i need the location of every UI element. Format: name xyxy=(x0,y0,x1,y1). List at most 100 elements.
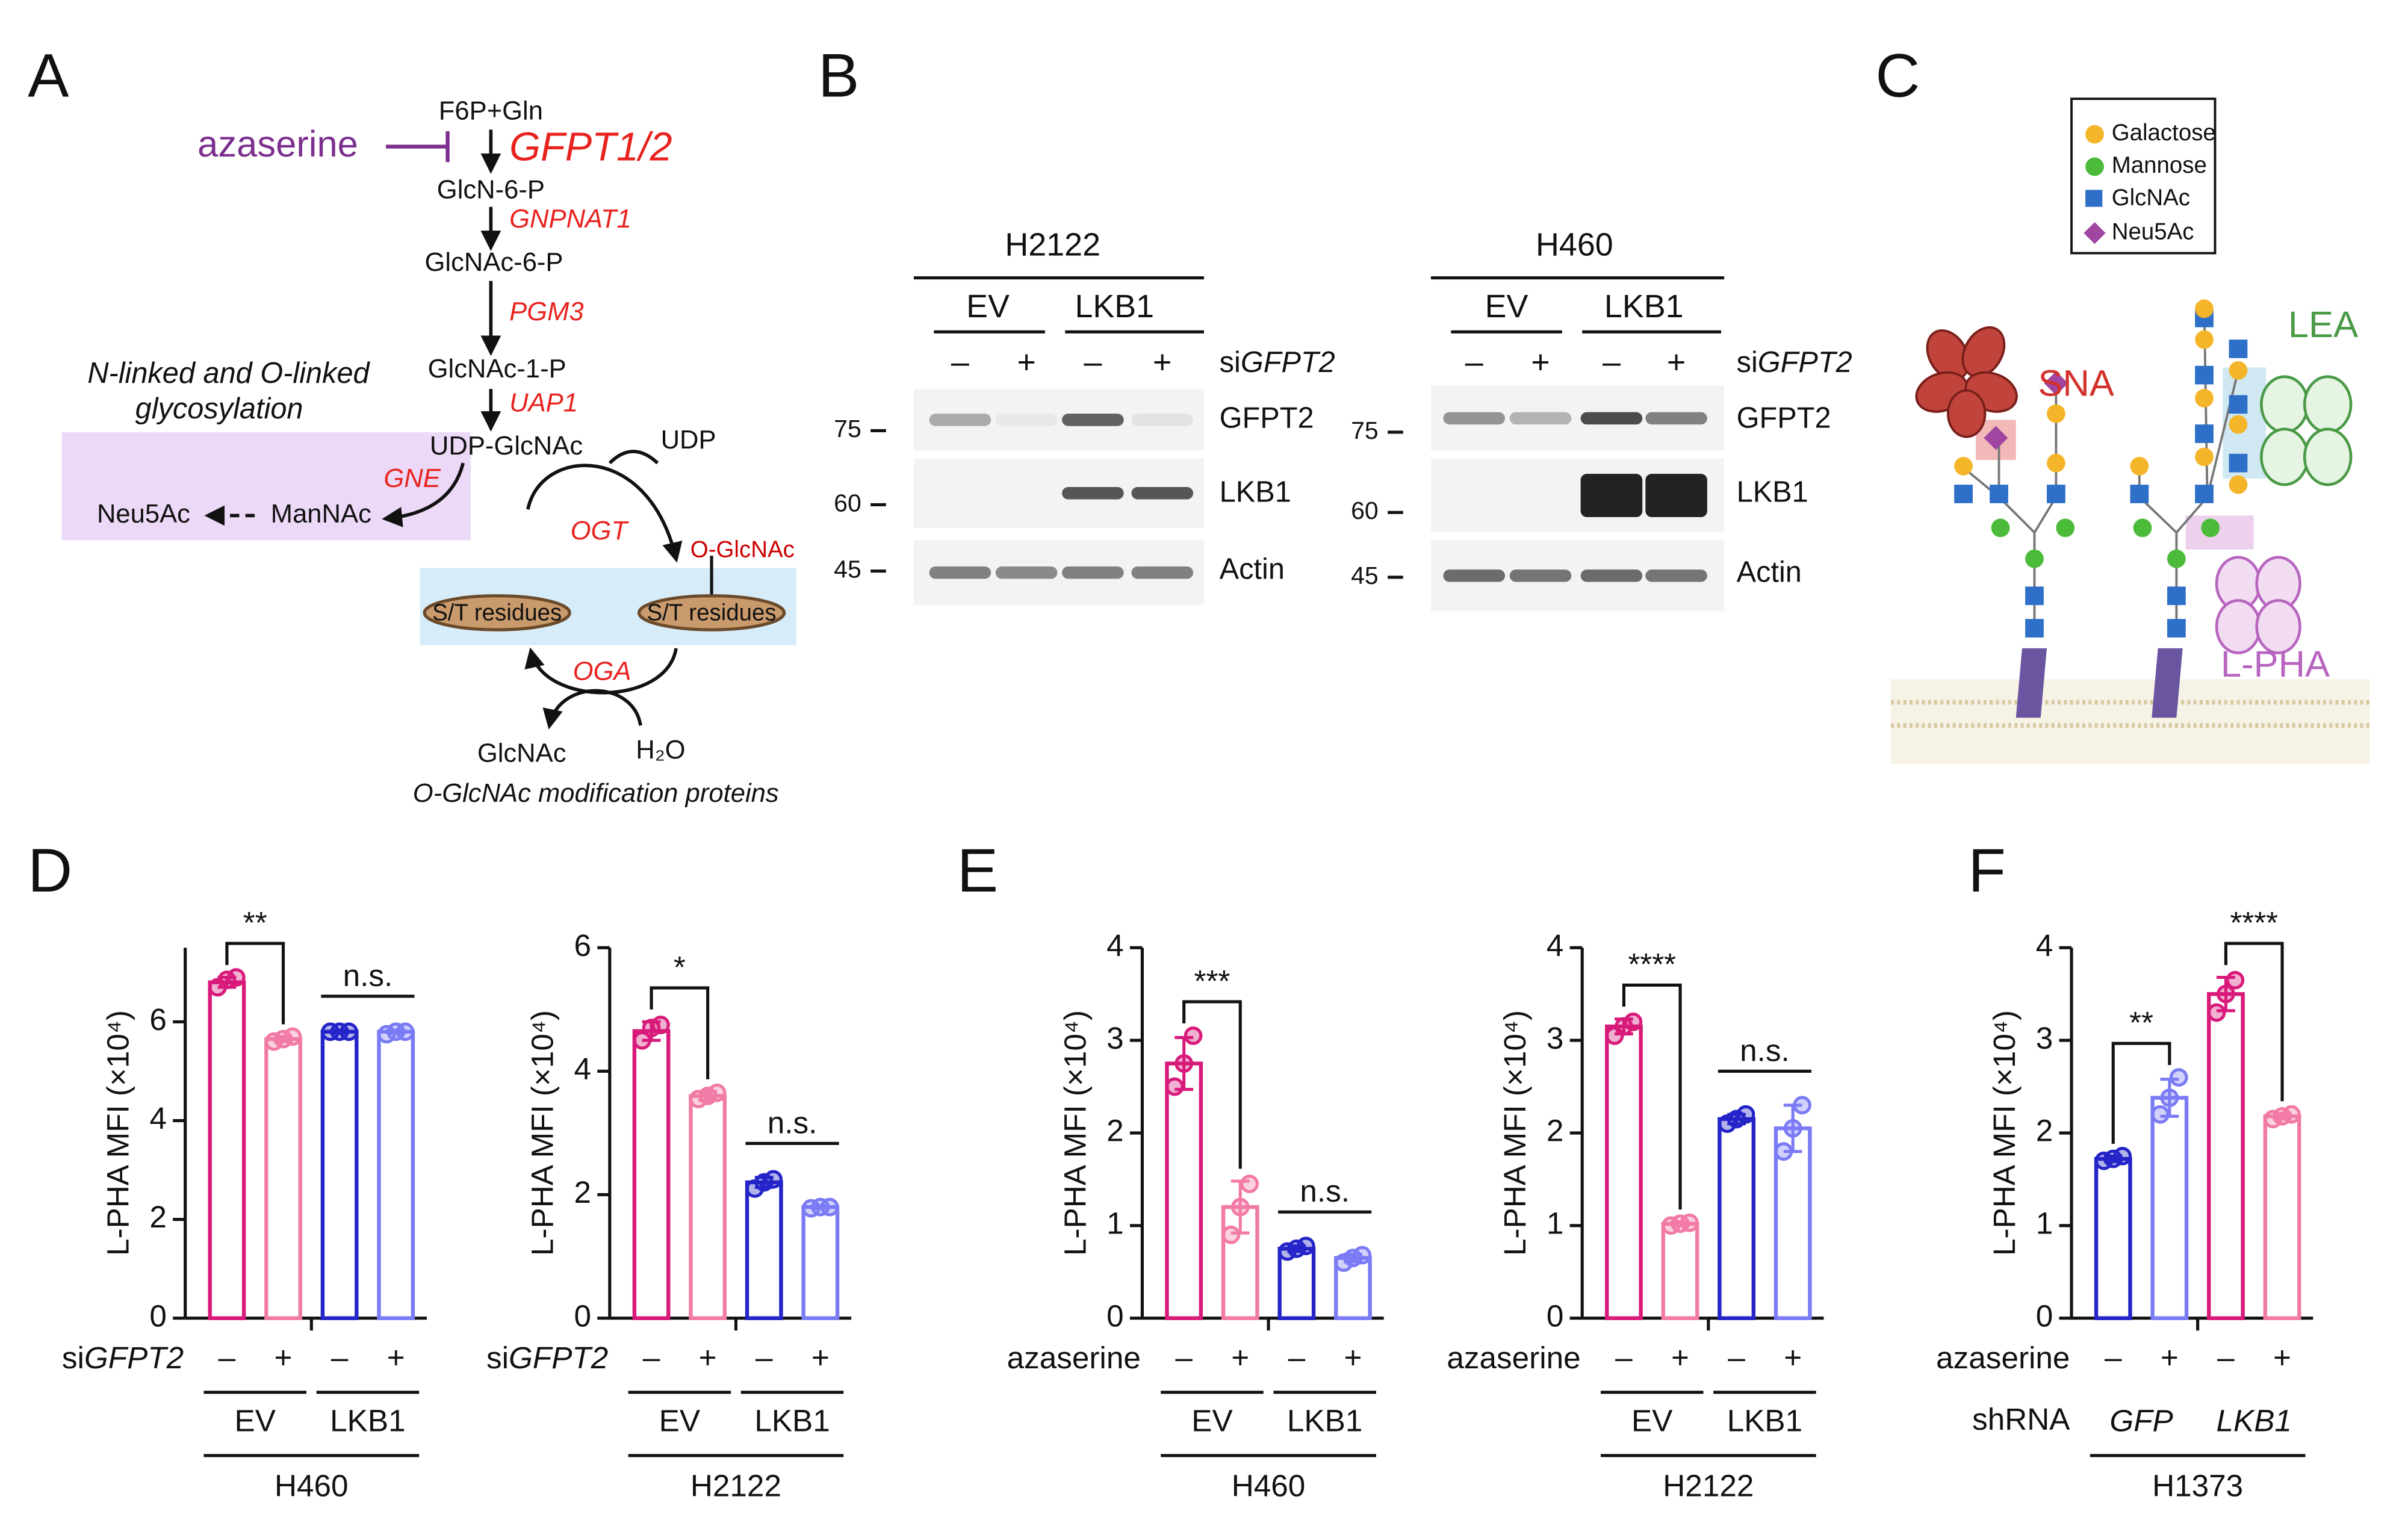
cell-line: H460 xyxy=(275,1468,349,1503)
enzyme: GFPT1/2 xyxy=(509,125,672,169)
bar xyxy=(1661,1221,1699,1320)
protein-label: LKB1 xyxy=(1220,476,1291,508)
x-tick-label: + xyxy=(387,1341,405,1375)
x-tick-label: – xyxy=(2217,1341,2235,1375)
data-point xyxy=(1793,1096,1811,1115)
data-point xyxy=(1230,1197,1250,1217)
data-point xyxy=(2160,1088,2179,1107)
data-point xyxy=(1783,1118,1802,1138)
significance-label: n.s. xyxy=(343,958,393,993)
branch-title: N-linked and O-linked xyxy=(87,357,370,389)
data-point xyxy=(226,968,246,987)
membrane xyxy=(1891,679,2369,765)
data-point xyxy=(820,1197,839,1217)
panel-label: A xyxy=(28,40,69,110)
bar xyxy=(2150,1096,2189,1320)
group-label: EV xyxy=(1191,1404,1232,1438)
label-part: si xyxy=(62,1341,84,1375)
data-point xyxy=(1240,1174,1259,1194)
y-tick-label: 0 xyxy=(2036,1298,2053,1333)
band xyxy=(1509,412,1572,425)
band xyxy=(1131,414,1194,426)
bar-chart: 0 1 2 3 4 L-PHA MFI (×10⁴) – + – + azaserine shRNA G… xyxy=(1936,905,2313,1503)
sign: – xyxy=(951,344,969,380)
sign: + xyxy=(1153,344,1171,380)
y-tick-label: 2 xyxy=(1547,1114,1564,1148)
x-tick-label: – xyxy=(1615,1341,1633,1375)
significance-bracket xyxy=(1622,983,1682,1210)
data-point xyxy=(2169,1068,2188,1087)
metabolite: ManNAc xyxy=(271,500,371,529)
band xyxy=(1645,569,1707,582)
x-tick-label: + xyxy=(2161,1341,2179,1375)
band xyxy=(1580,412,1643,425)
highlight xyxy=(2185,515,2254,550)
sign: + xyxy=(1531,344,1550,380)
y-axis-label: L-PHA MFI (×10⁴) xyxy=(101,1010,135,1256)
data-point xyxy=(633,1031,652,1050)
significance-label: * xyxy=(674,950,686,984)
metabolite: F6P+Gln xyxy=(439,97,543,126)
residue-label: S/T residues xyxy=(647,600,776,626)
band xyxy=(1062,414,1124,426)
label-part: azaserine xyxy=(1936,1341,2070,1375)
significance-bracket xyxy=(225,942,285,1025)
protein-label: GFPT2 xyxy=(1737,402,1831,434)
legend-text: Mannose xyxy=(2112,152,2207,178)
bar-chart: 0 1 2 3 4 L-PHA MFI (×10⁴) – + – + azaserine EV LKB1… xyxy=(1007,928,1384,1503)
modification: O-GlcNAc xyxy=(690,537,795,563)
mw-marker: 75 xyxy=(1351,417,1379,444)
band xyxy=(1131,486,1194,500)
group-label: LKB1 xyxy=(2217,1404,2292,1438)
bar xyxy=(632,1029,671,1320)
x-tick-label: – xyxy=(1288,1341,1306,1375)
significance-label: n.s. xyxy=(1300,1174,1350,1208)
group-label: LKB1 xyxy=(1287,1404,1362,1438)
panel-label: F xyxy=(1968,836,2006,905)
bar-chart: 0 2 4 6 L-PHA MFI (×10⁴) – + – + siGFPT2 EV LKB1 H46… xyxy=(62,905,427,1503)
bar xyxy=(689,1094,727,1320)
pathway: azaserine F6P+Gln GlcN-6-P GlcNAc-6-P Gl… xyxy=(61,97,797,808)
enzyme: GNE xyxy=(383,464,441,493)
product: GlcNAc xyxy=(477,739,566,768)
label-part: azaserine xyxy=(1007,1341,1141,1375)
x-tick-label: + xyxy=(699,1341,717,1375)
residue xyxy=(423,594,571,631)
legend-swatch xyxy=(2084,222,2106,244)
band xyxy=(1645,412,1707,425)
treatment-label: siGFPT2 xyxy=(1737,346,1852,379)
panel-label: C xyxy=(1875,40,1920,110)
bar-chart: 0 1 2 3 4 L-PHA MFI (×10⁴) – + – + azaserine EV LKB1… xyxy=(1447,928,1824,1503)
group-label: LKB1 xyxy=(330,1404,405,1438)
sign: – xyxy=(1084,344,1102,380)
label-part: GFPT2 xyxy=(1758,346,1852,379)
y-tick-label: 2 xyxy=(2036,1114,2053,1148)
cell-line: H2122 xyxy=(1005,226,1100,262)
band xyxy=(1509,569,1572,582)
sign: + xyxy=(1017,344,1035,380)
label-part: GFPT2 xyxy=(509,1341,608,1375)
data-point xyxy=(1175,1054,1194,1073)
cell-line: H2122 xyxy=(1663,1468,1754,1503)
cell-line: H1373 xyxy=(2152,1468,2243,1503)
band xyxy=(1062,566,1124,579)
band xyxy=(1062,486,1124,500)
y-axis-label: L-PHA MFI (×10⁴) xyxy=(526,1010,560,1256)
error-bar xyxy=(2217,976,2235,1013)
data-point xyxy=(1296,1236,1315,1256)
significance-bracket xyxy=(650,986,710,1079)
data-point xyxy=(764,1170,783,1189)
bar xyxy=(801,1205,840,1320)
data-point xyxy=(1624,1013,1643,1031)
data-point xyxy=(1727,1109,1746,1129)
significance-bracket xyxy=(1182,1000,1242,1169)
cell-line: H460 xyxy=(1536,226,1613,262)
significance-label: *** xyxy=(1194,964,1230,998)
bar-chart: 0 2 4 6 L-PHA MFI (×10⁴) – + – + siGFPT2 EV LKB1 H21… xyxy=(486,928,852,1503)
glycan-diagram: Galactose Mannose GlcNAc Neu5Ac SNA LEA … xyxy=(1891,98,2369,765)
group-label: GFP xyxy=(2109,1404,2173,1438)
x-tick-label: + xyxy=(2273,1341,2291,1375)
y-tick-label: 4 xyxy=(574,1052,592,1086)
sign: + xyxy=(1667,344,1686,380)
y-tick-label: 0 xyxy=(149,1298,167,1333)
